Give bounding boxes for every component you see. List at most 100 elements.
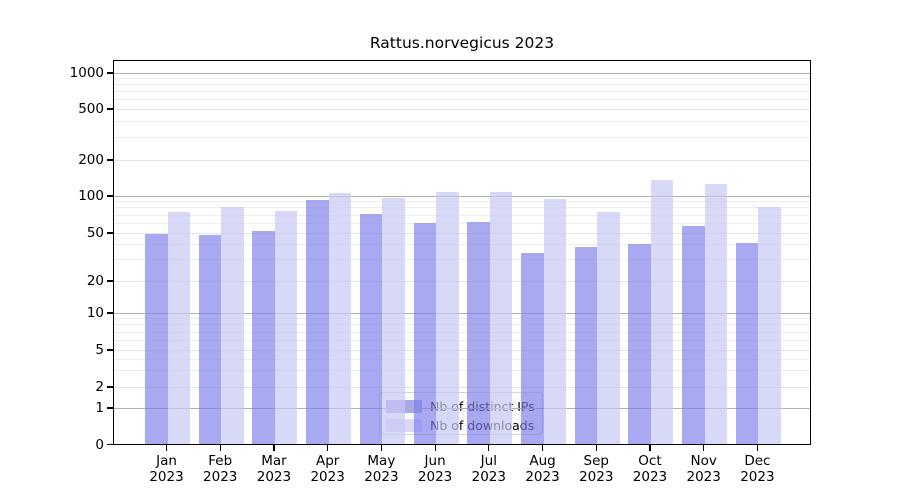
bar-downloads-feb (221, 207, 244, 444)
major-gridline (114, 407, 810, 409)
bar-ips-jul (467, 221, 490, 444)
bar-downloads-jan (167, 212, 190, 444)
minor-gridline (114, 77, 810, 79)
y-tick-label: 200 (78, 152, 104, 168)
bar-downloads-aug (543, 199, 567, 444)
minor-gridline (114, 120, 810, 122)
tick-gridline (114, 280, 810, 282)
plot-area (113, 60, 811, 445)
x-tick-mark (703, 444, 705, 451)
y-tick-label: 2 (95, 379, 104, 395)
tick-gridline (114, 159, 810, 161)
bar-ips-dec (735, 242, 759, 444)
x-tick-label: Jul 2023 (471, 452, 506, 486)
x-tick-label: Feb 2023 (203, 452, 238, 486)
bar-ips-aug (521, 252, 544, 444)
bar-ips-sep (574, 246, 598, 444)
minor-gridline (114, 259, 810, 261)
legend-entry: Nb of downloads (386, 418, 542, 433)
minor-gridline (114, 99, 810, 101)
tick-gridline (114, 386, 810, 388)
y-tick-label: 20 (86, 273, 104, 289)
minor-gridline (114, 339, 810, 341)
y-tick-mark (107, 108, 113, 110)
tick-gridline (114, 232, 810, 234)
x-tick-label: Apr 2023 (310, 452, 345, 486)
y-tick-mark (107, 159, 113, 161)
x-tick-label: Dec 2023 (740, 452, 775, 486)
bar-ips-feb (198, 234, 222, 444)
y-tick-label: 500 (78, 101, 104, 117)
x-tick-mark (327, 444, 329, 451)
x-tick-label: Jun 2023 (417, 452, 453, 486)
x-tick-mark (595, 444, 597, 451)
y-tick-mark (107, 386, 113, 388)
x-tick-label: Jan 2023 (149, 452, 184, 486)
y-tick-mark (107, 280, 113, 282)
minor-gridline (114, 207, 810, 209)
legend-entry: Nb of distinct IPs (386, 399, 542, 414)
x-tick-mark (219, 444, 221, 451)
tick-gridline (114, 349, 810, 351)
bar-downloads-jun (436, 192, 459, 444)
y-tick-label: 1000 (69, 65, 104, 81)
x-tick-mark (541, 444, 544, 451)
bar-downloads-dec (758, 207, 781, 444)
bar-downloads-nov (704, 183, 728, 444)
minor-gridline (114, 324, 810, 326)
bar-ips-oct (628, 244, 651, 444)
major-gridline (114, 312, 810, 314)
tick-gridline (114, 108, 810, 110)
bar-ips-mar (252, 231, 275, 444)
bar-ips-apr (306, 199, 329, 444)
y-tick-label: 1 (95, 400, 104, 416)
x-tick-label: Oct 2023 (632, 452, 668, 486)
y-tick-mark (107, 72, 113, 74)
y-tick-mark (107, 232, 113, 234)
y-tick-mark (107, 195, 113, 197)
minor-gridline (114, 201, 810, 203)
x-tick-label: May 2023 (364, 452, 399, 486)
y-tick-label: 100 (78, 188, 104, 204)
y-tick-mark (107, 407, 113, 409)
bar-ips-may (359, 213, 383, 444)
minor-gridline (114, 214, 810, 216)
x-tick-mark (756, 444, 758, 451)
minor-gridline (114, 318, 810, 320)
x-tick-label: Nov 2023 (686, 452, 721, 486)
major-gridline (114, 72, 810, 74)
minor-gridline (114, 331, 810, 333)
bar-downloads-oct (650, 179, 674, 444)
major-gridline (114, 195, 810, 197)
chart-title: Rattus.norvegicus 2023 (369, 34, 555, 52)
x-tick-mark (273, 444, 275, 451)
minor-gridline (114, 136, 810, 138)
x-tick-mark (434, 444, 436, 451)
bar-downloads-jul (489, 191, 513, 444)
y-tick-mark (107, 443, 113, 446)
minor-gridline (114, 84, 810, 86)
minor-gridline (114, 91, 810, 93)
x-tick-mark (649, 444, 651, 451)
y-tick-label: 0 (95, 436, 104, 453)
y-tick-label: 5 (95, 342, 104, 358)
minor-gridline (114, 244, 810, 246)
minor-gridline (114, 222, 810, 224)
x-tick-mark (488, 444, 490, 451)
x-tick-label: Mar 2023 (256, 452, 292, 486)
x-tick-label: Aug 2023 (525, 452, 560, 486)
x-tick-mark (165, 444, 168, 451)
bar-ips-jun (413, 222, 437, 444)
minor-gridline (114, 370, 810, 372)
bar-downloads-sep (597, 211, 620, 444)
x-tick-mark (380, 444, 382, 451)
bar-downloads-mar (274, 210, 298, 444)
minor-gridline (114, 358, 810, 360)
y-tick-mark (107, 312, 113, 314)
bar-downloads-apr (328, 192, 352, 444)
y-tick-mark (107, 349, 113, 351)
y-tick-label: 10 (86, 305, 104, 321)
y-tick-label: 50 (86, 225, 104, 241)
x-tick-label: Sep 2023 (579, 452, 614, 486)
